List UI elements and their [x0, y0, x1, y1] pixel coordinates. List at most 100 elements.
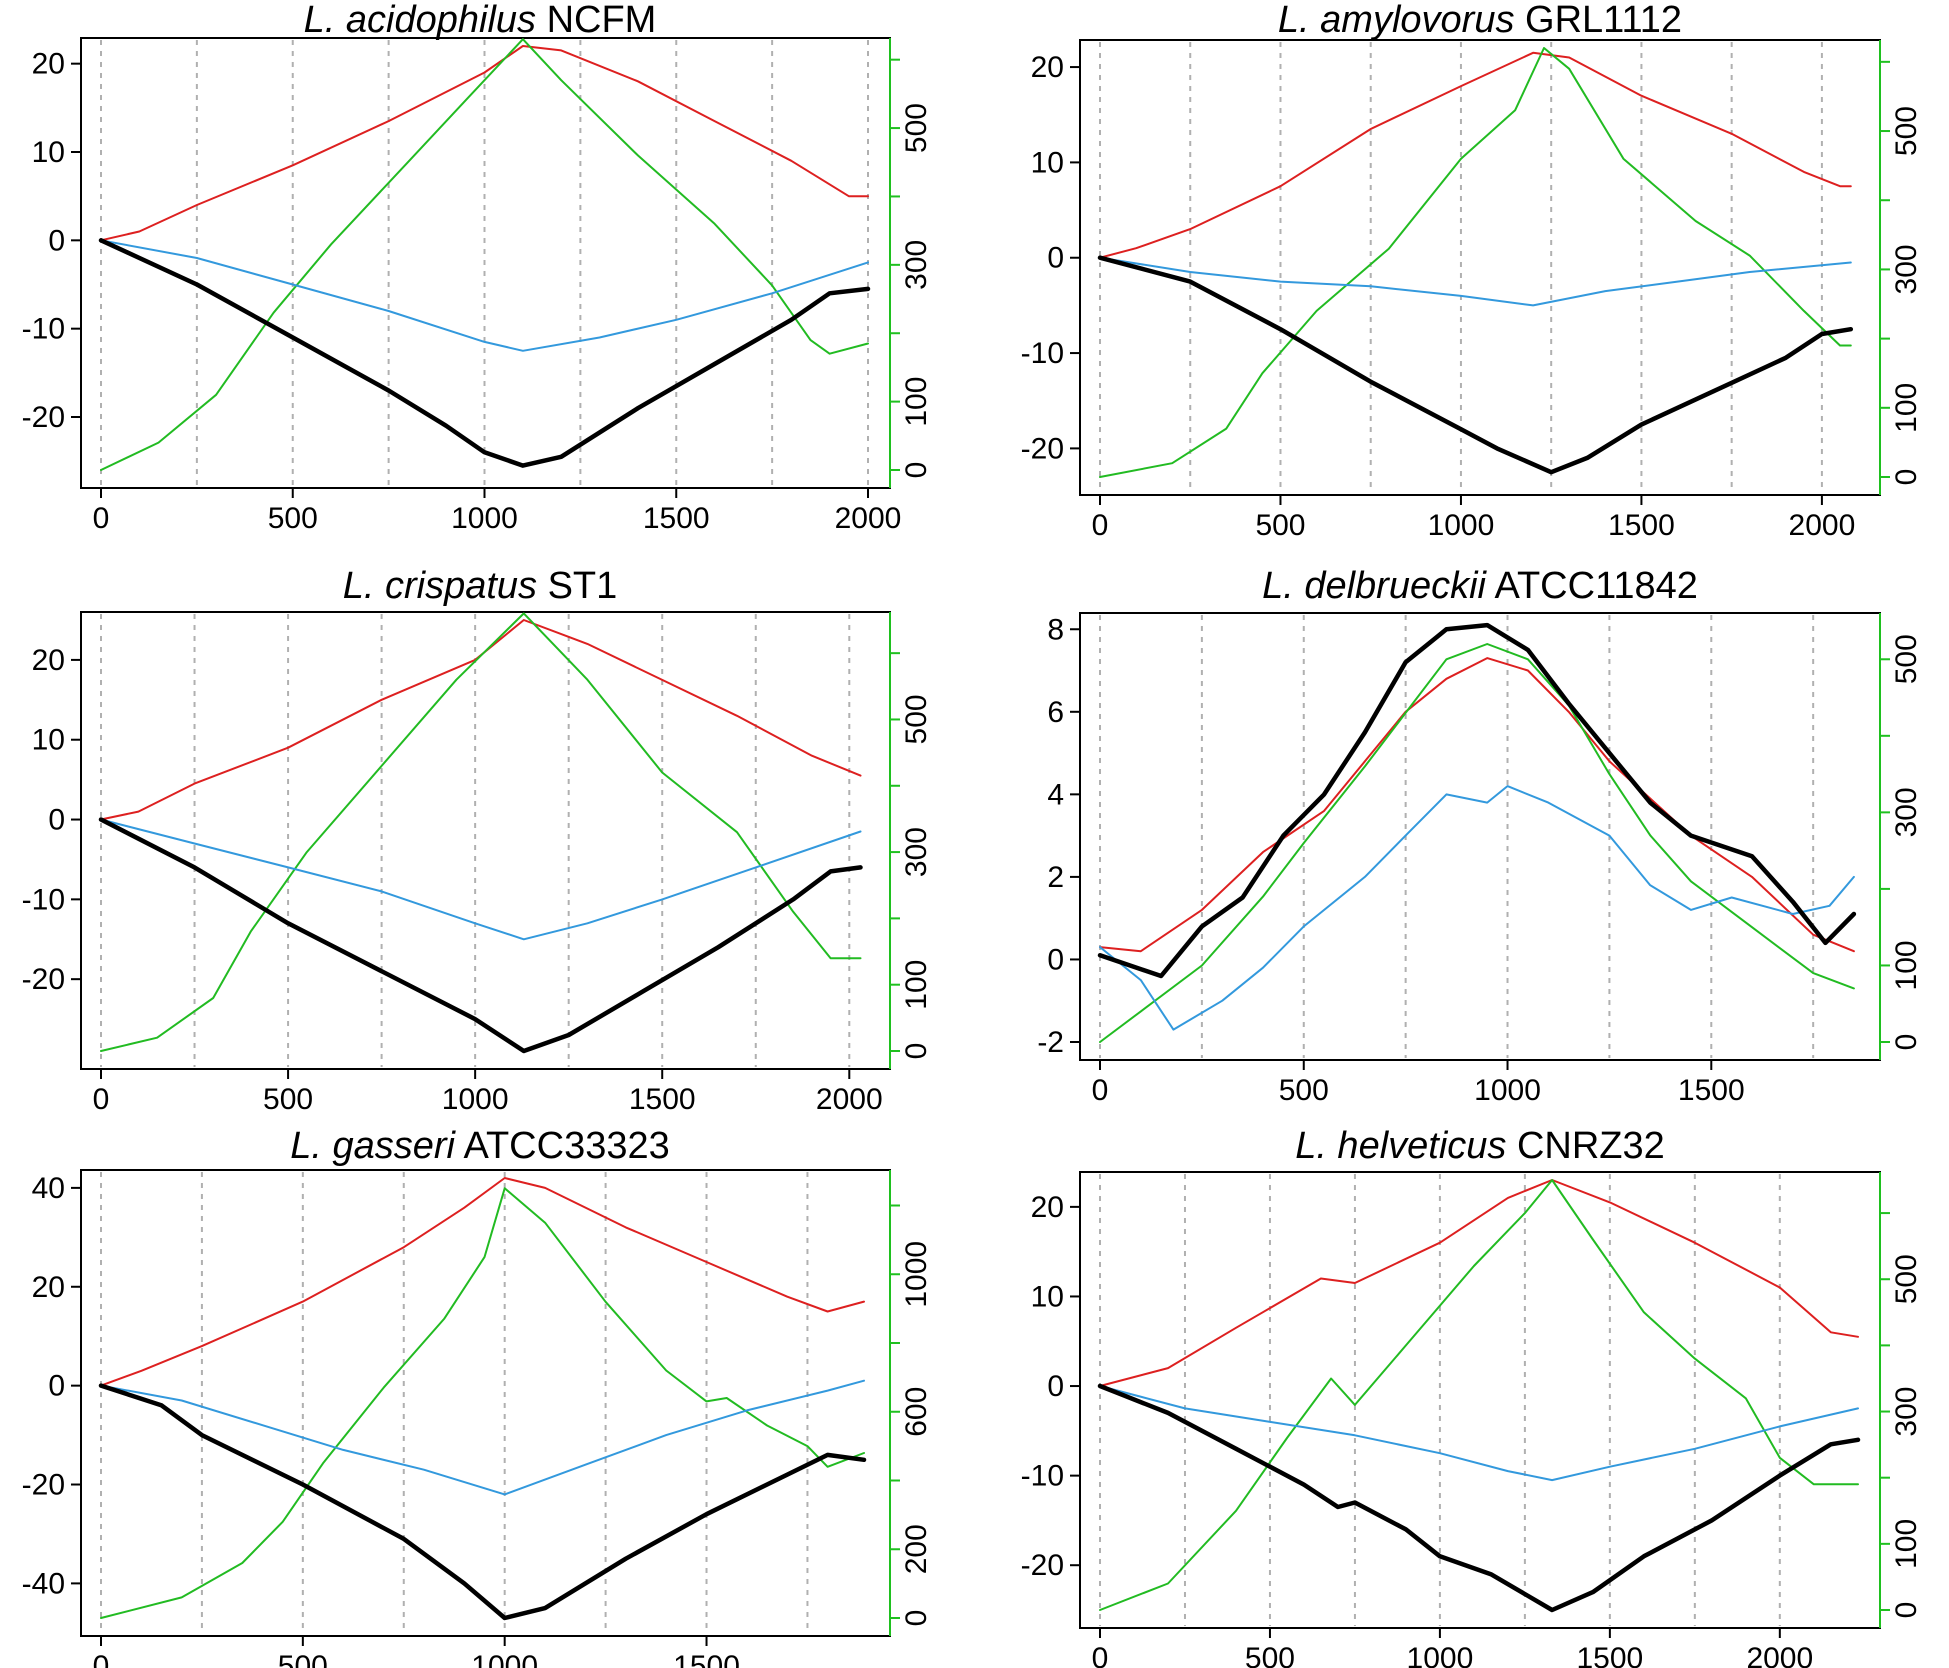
y-tick-label: -20	[22, 1469, 65, 1502]
series-black-line	[1097, 1383, 1861, 1613]
series-blue-line	[100, 1379, 865, 1496]
x-tick-label: 0	[93, 1650, 110, 1668]
x-tick-label: 500	[263, 1083, 313, 1116]
x-tick-label: 2000	[1746, 1642, 1813, 1668]
x-tick-label: 500	[268, 502, 318, 535]
series-green-line	[1099, 1179, 1859, 1611]
y-tick-label: 10	[1031, 1280, 1064, 1313]
y-tick-label: 40	[32, 1172, 65, 1205]
title-strain: ATCC11842	[1486, 565, 1698, 607]
panel-title: L. gasseri ATCC33323	[290, 1125, 670, 1167]
y-tick-label: -20	[1021, 1549, 1064, 1582]
y-tick-label: 0	[1047, 1370, 1064, 1403]
y2-tick-label: 500	[1890, 1254, 1923, 1304]
x-tick-label: 0	[93, 502, 110, 535]
series-black-line	[98, 1383, 867, 1621]
title-species: L. delbrueckii	[1262, 565, 1487, 607]
series-black-line	[1097, 622, 1857, 979]
y2-tick-label: 100	[900, 960, 933, 1010]
series-red-line	[100, 619, 862, 821]
series-blue-line	[1099, 785, 1855, 1031]
x-tick-label: 2000	[835, 502, 902, 535]
y2-tick-label: 300	[1890, 787, 1923, 837]
panel-title: L. delbrueckii ATCC11842	[1262, 565, 1698, 607]
y-tick-label: 0	[48, 224, 65, 257]
y2-tick-label: 100	[1890, 383, 1923, 433]
y2-tick-label: 1000	[900, 1241, 933, 1308]
series-blue-line	[1099, 1385, 1859, 1482]
y2-tick-label: 0	[900, 1043, 933, 1060]
x-tick-label: 0	[1092, 509, 1109, 542]
x-tick-label: 1500	[673, 1650, 740, 1668]
y2-tick-label: 0	[1890, 1602, 1923, 1619]
y-tick-label: 4	[1047, 778, 1064, 811]
y-tick-label: 20	[1031, 1191, 1064, 1224]
title-strain: CNRZ32	[1506, 1125, 1664, 1167]
y-tick-label: -20	[22, 963, 65, 996]
y-tick-label: 20	[32, 48, 65, 81]
x-tick-label: 1000	[1474, 1074, 1541, 1107]
title-strain: ST1	[537, 565, 617, 607]
y-tick-label: -10	[22, 313, 65, 346]
y-tick-label: -20	[22, 401, 65, 434]
series-green-line	[100, 38, 869, 471]
y-tick-label: -20	[1021, 432, 1064, 465]
y2-tick-label: 100	[900, 377, 933, 427]
y2-tick-label: 0	[1890, 1034, 1923, 1051]
y2-tick-label: 100	[1890, 1519, 1923, 1569]
series-red-line	[100, 1177, 865, 1387]
x-tick-label: 1500	[629, 1083, 696, 1116]
series-blue-line	[100, 818, 862, 941]
x-tick-label: 1500	[643, 502, 710, 535]
x-tick-label: 1500	[1576, 1642, 1643, 1668]
title-species: L. acidophilus	[304, 0, 536, 41]
title-strain: NCFM	[536, 0, 656, 41]
y-tick-label: 6	[1047, 696, 1064, 729]
series-green-line	[1099, 47, 1852, 478]
series-black-line	[98, 238, 871, 468]
title-strain: ATCC33323	[455, 1125, 670, 1167]
x-tick-label: 2000	[1789, 509, 1856, 542]
y-tick-label: 0	[1047, 943, 1064, 976]
panel-title: L. crispatus ST1	[343, 565, 618, 607]
y2-tick-label: 500	[1890, 106, 1923, 156]
x-tick-label: 0	[1092, 1074, 1109, 1107]
y-tick-label: 10	[32, 724, 65, 757]
x-tick-label: 2000	[816, 1083, 883, 1116]
series-blue-line	[1099, 256, 1852, 307]
y2-tick-label: 200	[900, 1524, 933, 1574]
x-tick-label: 500	[278, 1650, 328, 1668]
x-tick-label: 1500	[1678, 1074, 1745, 1107]
title-species: L. gasseri	[290, 1125, 456, 1167]
x-tick-label: 1000	[471, 1650, 538, 1668]
x-tick-label: 500	[1255, 509, 1305, 542]
y-tick-label: 0	[48, 1370, 65, 1403]
series-green-line	[1099, 643, 1855, 1043]
x-tick-label: 1000	[1407, 1642, 1474, 1668]
title-species: L. crispatus	[343, 565, 537, 607]
y2-tick-label: 0	[900, 1610, 933, 1627]
series-green-line	[100, 612, 862, 1052]
series-red-line	[1099, 51, 1852, 259]
y-tick-label: 2	[1047, 861, 1064, 894]
y-tick-label: -10	[1021, 337, 1064, 370]
x-tick-label: 0	[93, 1083, 110, 1116]
y2-tick-label: 500	[900, 103, 933, 153]
x-tick-label: 1000	[442, 1083, 509, 1116]
y-tick-label: -40	[22, 1567, 65, 1600]
y-tick-label: 20	[32, 1271, 65, 1304]
y-tick-label: 0	[48, 804, 65, 837]
y2-tick-label: 300	[1890, 1387, 1923, 1437]
series-black-line	[98, 817, 863, 1054]
y2-tick-label: 600	[900, 1387, 933, 1437]
x-tick-label: 1500	[1608, 509, 1675, 542]
y-tick-label: 20	[32, 644, 65, 677]
panel-title: L. acidophilus NCFM	[304, 0, 657, 41]
y2-tick-label: 300	[900, 240, 933, 290]
